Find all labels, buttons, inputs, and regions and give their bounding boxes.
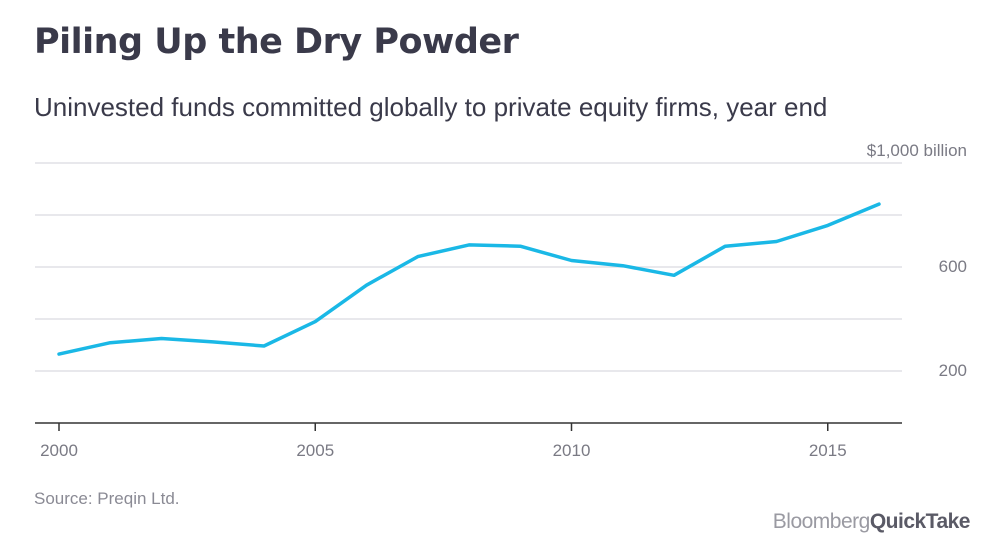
- data-point: [468, 243, 471, 246]
- chart-title: Piling Up the Dry Powder: [34, 22, 519, 62]
- brand-quicktake: QuickTake: [869, 510, 971, 533]
- x-tick-label: 2000: [40, 441, 78, 460]
- data-point: [160, 337, 163, 340]
- x-tick-label: 2015: [809, 441, 847, 460]
- data-point: [109, 341, 112, 344]
- data-point: [621, 264, 624, 267]
- data-point: [211, 340, 214, 343]
- data-point: [314, 320, 317, 323]
- data-point: [826, 224, 829, 227]
- series-line: [57, 202, 881, 356]
- data-point: [878, 203, 881, 206]
- brand-logo: BloombergQuickTake: [772, 510, 971, 534]
- gridlines: [35, 162, 902, 372]
- data-point: [519, 245, 522, 248]
- data-point: [673, 274, 676, 277]
- y-tick-label: 200: [939, 361, 967, 380]
- source-note: Source: Preqin Ltd.: [34, 489, 180, 508]
- x-axis: [35, 422, 902, 431]
- x-tick-label: 2005: [296, 441, 334, 460]
- brand-bloomberg: Bloomberg: [772, 510, 871, 533]
- data-point: [365, 284, 368, 287]
- x-tick-label: 2010: [553, 441, 591, 460]
- data-point: [416, 255, 419, 258]
- data-point: [724, 245, 727, 248]
- series-layer: [57, 202, 881, 356]
- data-point: [775, 240, 778, 243]
- data-point: [263, 345, 266, 348]
- chart-subtitle: Uninvested funds committed globally to p…: [34, 92, 828, 122]
- data-point: [58, 353, 61, 356]
- tick-labels: 2000 2005 2010 2015 200 600 $1,000 billion: [40, 141, 967, 460]
- y-tick-label: 600: [939, 257, 967, 276]
- y-tick-label: $1,000 billion: [867, 141, 967, 160]
- data-point: [570, 259, 573, 262]
